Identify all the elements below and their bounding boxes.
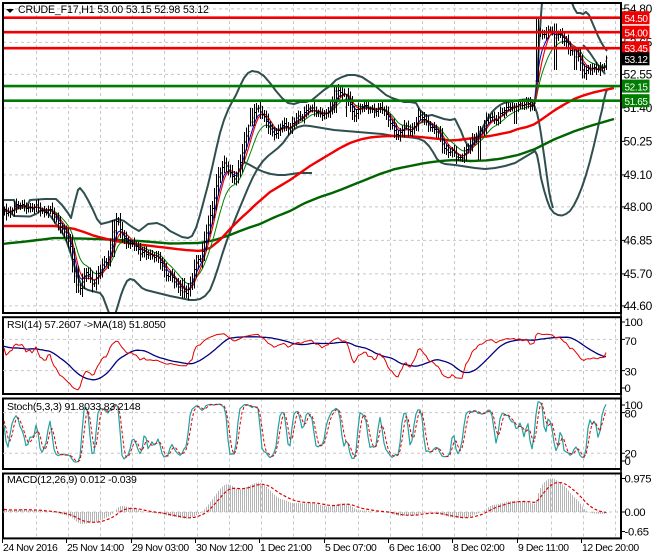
svg-text:20: 20 xyxy=(625,449,637,461)
svg-text:29 Nov 03:00: 29 Nov 03:00 xyxy=(132,543,189,554)
svg-text:5 Dec 07:00: 5 Dec 07:00 xyxy=(325,543,377,554)
svg-text:0.00: 0.00 xyxy=(625,507,646,519)
svg-text:RSI(14) 57.2607 ->MA(18) 51.8: RSI(14) 57.2607 ->MA(18) 51.8050 xyxy=(7,319,166,331)
svg-text:49.10: 49.10 xyxy=(624,168,653,182)
svg-text:Stoch(5,3,3) 91.8033 83.2148: Stoch(5,3,3) 91.8033 83.2148 xyxy=(7,401,141,413)
svg-text:CRUDE_F17,H1 53.00 53.15 52.9: CRUDE_F17,H1 53.00 53.15 52.98 53.12 xyxy=(18,4,209,16)
svg-text:30 Nov 12:00: 30 Nov 12:00 xyxy=(196,543,253,554)
svg-text:0.975: 0.975 xyxy=(625,474,652,486)
svg-text:8 Dec 02:00: 8 Dec 02:00 xyxy=(453,543,505,554)
svg-text:51.65: 51.65 xyxy=(625,97,649,108)
svg-text:70: 70 xyxy=(625,336,637,348)
svg-text:80: 80 xyxy=(625,409,637,421)
svg-text:25 Nov 14:00: 25 Nov 14:00 xyxy=(67,543,124,554)
svg-text:50.25: 50.25 xyxy=(624,134,653,148)
svg-text:46.85: 46.85 xyxy=(624,233,653,247)
svg-text:54.00: 54.00 xyxy=(625,28,649,39)
svg-text:100: 100 xyxy=(625,400,643,412)
svg-text:52.55: 52.55 xyxy=(624,67,653,81)
svg-text:53.12: 53.12 xyxy=(625,55,649,66)
svg-text:53.45: 53.45 xyxy=(625,44,649,55)
svg-text:48.00: 48.00 xyxy=(624,200,653,214)
svg-text:9 Dec 11:00: 9 Dec 11:00 xyxy=(518,543,569,554)
svg-text:30: 30 xyxy=(625,367,637,379)
svg-text:45.70: 45.70 xyxy=(624,267,653,281)
svg-text:6 Dec 16:00: 6 Dec 16:00 xyxy=(389,543,441,554)
svg-text:12 Dec 20:00: 12 Dec 20:00 xyxy=(582,543,639,554)
svg-text:MACD(12,26,9) 0.012 -0.039: MACD(12,26,9) 0.012 -0.039 xyxy=(7,474,137,486)
svg-text:1 Dec 21:00: 1 Dec 21:00 xyxy=(260,543,312,554)
svg-text:52.15: 52.15 xyxy=(625,82,649,93)
svg-text:44.60: 44.60 xyxy=(624,299,653,313)
svg-text:100: 100 xyxy=(625,317,643,329)
svg-text:24 Nov 2016: 24 Nov 2016 xyxy=(3,543,58,554)
svg-text:54.50: 54.50 xyxy=(625,14,649,25)
svg-text:0: 0 xyxy=(625,456,631,468)
svg-text:0: 0 xyxy=(625,383,631,395)
svg-text:-0.65: -0.65 xyxy=(625,527,649,539)
